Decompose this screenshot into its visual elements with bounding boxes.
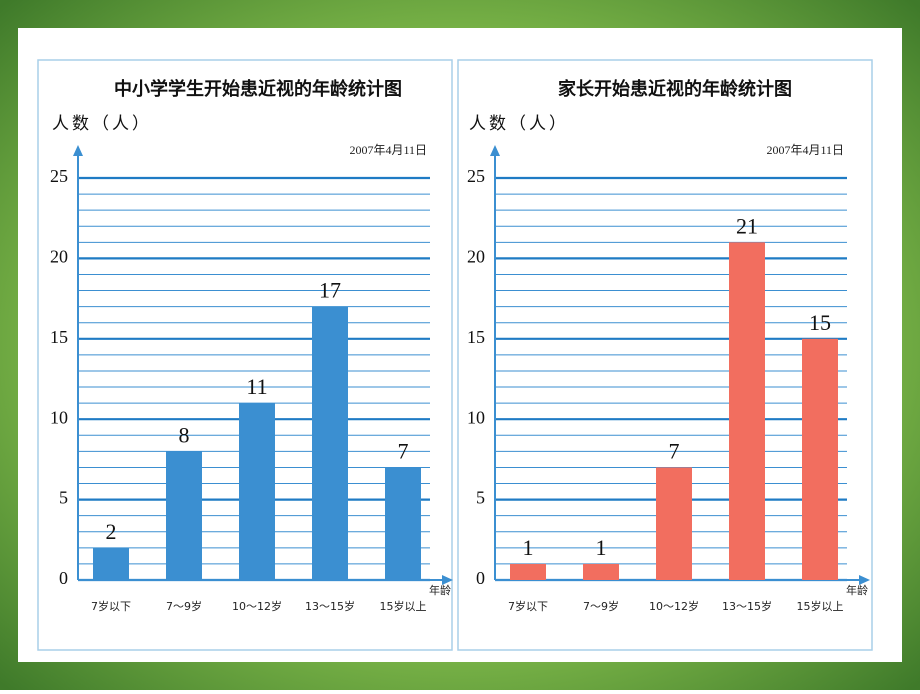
value-label: 17 (319, 278, 341, 303)
x-tick-label: 15岁以上 (380, 599, 427, 613)
y-tick-label: 5 (59, 488, 68, 508)
y-tick-label: 0 (476, 568, 485, 588)
bar (729, 242, 765, 580)
bar (239, 403, 275, 580)
x-tick-label: 10～12岁 (649, 599, 699, 613)
value-label: 1 (523, 535, 534, 560)
bar (802, 338, 838, 580)
y-axis-arrow (73, 145, 83, 156)
y-tick-label: 10 (467, 407, 485, 427)
x-tick-label: 7～9岁 (166, 599, 202, 613)
bar (510, 563, 546, 580)
chart-title: 家长开始患近视的年龄统计图 (558, 78, 792, 100)
y-axis-label: 人数（人） (52, 114, 152, 134)
y-tick-label: 0 (59, 568, 68, 588)
y-tick-label: 20 (467, 247, 485, 267)
y-tick-label: 25 (50, 166, 68, 186)
x-axis-label: 年龄 (429, 583, 451, 597)
value-label: 1 (596, 535, 607, 560)
x-tick-label: 13～15岁 (305, 599, 355, 613)
x-tick-label: 15岁以上 (797, 599, 844, 613)
chart-title: 中小学学生开始患近视的年龄统计图 (114, 78, 402, 100)
value-label: 11 (246, 374, 267, 399)
value-label: 2 (106, 519, 117, 544)
bar (656, 467, 692, 580)
x-axis-label: 年龄 (846, 583, 868, 597)
y-axis-arrow (490, 145, 500, 156)
value-label: 8 (179, 422, 190, 447)
value-label: 21 (736, 213, 758, 238)
y-axis-label: 人数（人） (469, 114, 569, 134)
bar (385, 467, 421, 580)
y-tick-label: 25 (467, 166, 485, 186)
value-label: 7 (669, 438, 680, 463)
y-tick-label: 15 (50, 327, 68, 347)
value-label: 7 (398, 438, 409, 463)
bar (583, 563, 619, 580)
x-tick-label: 7岁以下 (508, 599, 548, 613)
x-tick-label: 7岁以下 (91, 599, 131, 613)
x-tick-label: 7～9岁 (583, 599, 619, 613)
y-tick-label: 10 (50, 407, 68, 427)
y-tick-label: 20 (50, 247, 68, 267)
x-tick-label: 10～12岁 (232, 599, 282, 613)
bar (166, 451, 202, 580)
chart-frame (37, 59, 453, 651)
chart-date: 2007年4月11日 (349, 143, 427, 157)
x-axis-arrow (859, 575, 870, 585)
y-tick-label: 15 (467, 327, 485, 347)
value-label: 15 (809, 310, 831, 335)
bar (312, 306, 348, 580)
x-tick-label: 13～15岁 (722, 599, 772, 613)
x-axis-arrow (442, 575, 453, 585)
bar (93, 547, 129, 580)
chart-frame (457, 59, 873, 651)
y-tick-label: 5 (476, 488, 485, 508)
chart-date: 2007年4月11日 (766, 143, 844, 157)
